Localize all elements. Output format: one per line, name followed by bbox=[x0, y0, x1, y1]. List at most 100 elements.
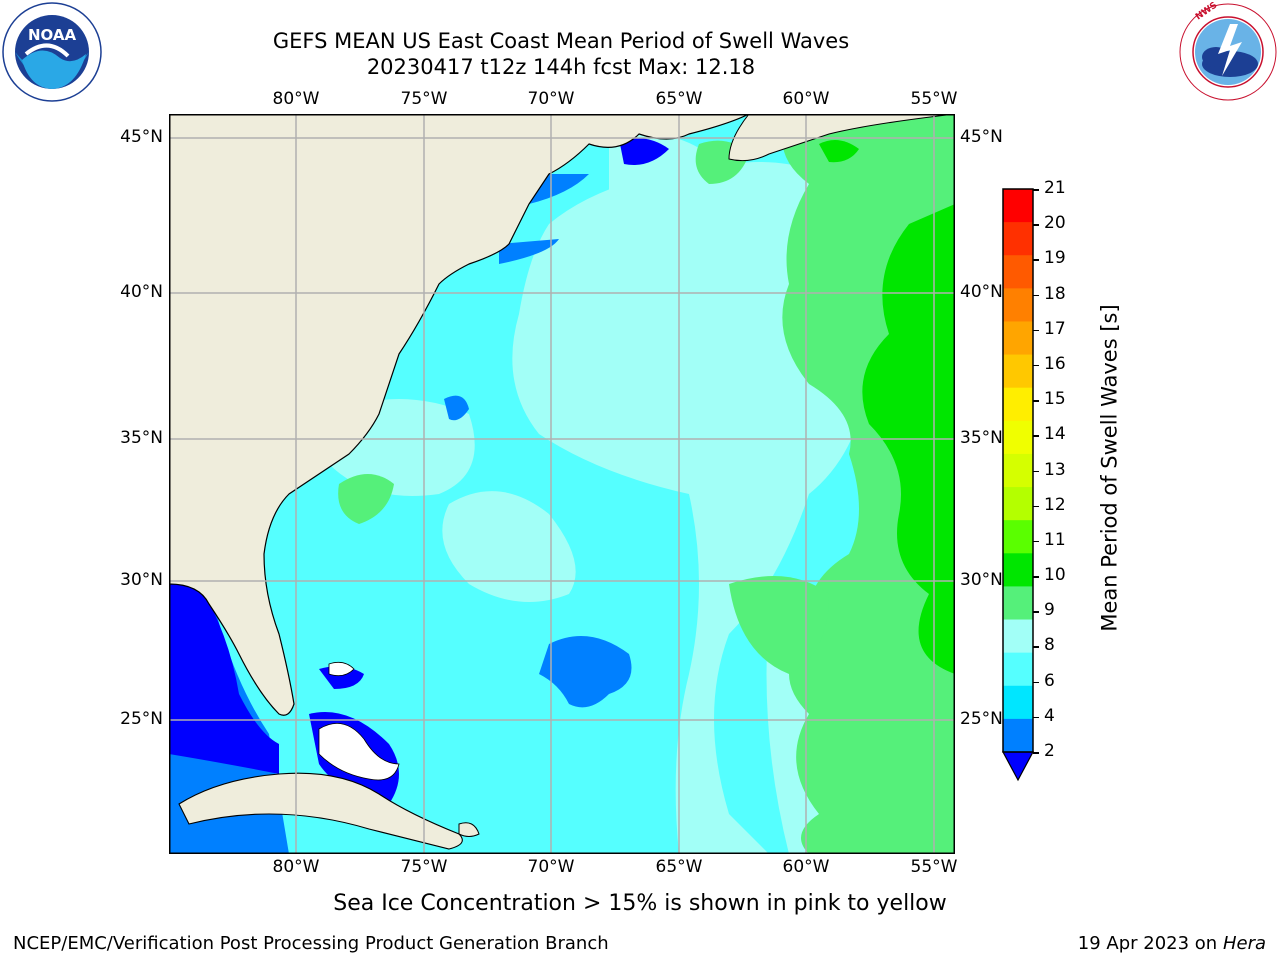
colorbar-extend-arrow bbox=[1001, 751, 1035, 782]
colorbar-tick-label: 10 bbox=[1044, 565, 1066, 586]
colorbar-title: Mean Period of Swell Waves [s] bbox=[1098, 303, 1123, 632]
lon-tick-bottom: 70°W bbox=[527, 857, 575, 877]
lat-tick-left: 40°N bbox=[120, 282, 163, 302]
swell-region-4-6s bbox=[444, 395, 469, 421]
colorbar-tick-label: 9 bbox=[1044, 600, 1055, 621]
lat-tick-right: 30°N bbox=[960, 570, 1003, 590]
lat-tick-right: 35°N bbox=[960, 428, 1003, 448]
colorbar-tick-label: 18 bbox=[1044, 283, 1066, 304]
colorbar-tick-mark bbox=[1033, 646, 1039, 648]
land-bahamas bbox=[328, 661, 355, 677]
lon-tick-bottom: 55°W bbox=[910, 857, 958, 877]
colorbar-segment bbox=[1003, 685, 1033, 720]
colorbar-tick-mark bbox=[1033, 400, 1039, 402]
colorbar-tick-mark bbox=[1033, 294, 1039, 297]
lon-tick-top: 80°W bbox=[272, 89, 320, 109]
lat-tick-right: 40°N bbox=[960, 282, 1003, 302]
lon-tick-bottom: 60°W bbox=[782, 857, 830, 877]
lat-tick-left: 25°N bbox=[120, 709, 163, 729]
colorbar-tick-label: 14 bbox=[1044, 424, 1066, 445]
nws-logo-icon: NWS bbox=[1179, 2, 1277, 101]
colorbar-tick-mark bbox=[1033, 224, 1039, 226]
land-nova-scotia bbox=[728, 114, 955, 162]
swell-region-8-9s bbox=[442, 491, 576, 602]
colorbar-tick-label: 8 bbox=[1044, 635, 1055, 656]
colorbar-tick-mark bbox=[1033, 189, 1039, 191]
lon-tick-top: 55°W bbox=[910, 89, 958, 109]
colorbar-segment bbox=[1003, 619, 1033, 654]
footer-date-text: 19 Apr 2023 on bbox=[1077, 933, 1218, 954]
land-us-east-coast bbox=[169, 114, 750, 716]
swell-region-below-2s bbox=[619, 137, 669, 165]
swell-region-10-11s bbox=[819, 140, 859, 163]
swell-region-8-9s bbox=[512, 162, 869, 854]
land-bahamas bbox=[318, 722, 400, 781]
colorbar-segment bbox=[1003, 586, 1033, 621]
colorbar-tick-label: 20 bbox=[1044, 213, 1066, 234]
colorbar-tick-mark bbox=[1033, 576, 1039, 578]
colorbar bbox=[1001, 188, 1035, 782]
colorbar-tick-mark bbox=[1033, 505, 1039, 508]
lon-tick-top: 75°W bbox=[400, 89, 448, 109]
lon-tick-bottom: 80°W bbox=[272, 857, 320, 877]
swell-region-9-10s bbox=[338, 474, 394, 524]
land-hispaniola bbox=[458, 822, 480, 837]
lat-tick-left: 35°N bbox=[120, 428, 163, 448]
colorbar-tick-mark bbox=[1033, 716, 1039, 719]
swell-region-below-2s bbox=[169, 584, 279, 774]
colorbar-segment bbox=[1003, 354, 1033, 389]
colorbar-segment bbox=[1003, 718, 1033, 753]
colorbar-tick-mark bbox=[1033, 364, 1039, 367]
colorbar-segment bbox=[1003, 222, 1033, 256]
land-cuba bbox=[178, 772, 463, 850]
colorbar-segment bbox=[1003, 453, 1033, 488]
colorbar-segment bbox=[1003, 652, 1033, 687]
colorbar-tick-label: 15 bbox=[1044, 389, 1066, 410]
colorbar-segment bbox=[1003, 189, 1033, 223]
lat-tick-right: 45°N bbox=[960, 127, 1003, 147]
colorbar-tick-mark bbox=[1033, 329, 1039, 332]
colorbar-segment bbox=[1003, 387, 1033, 422]
colorbar-tick-mark bbox=[1033, 611, 1039, 613]
colorbar-tick-label: 4 bbox=[1044, 705, 1055, 726]
footer-org: NCEP/EMC/Verification Post Processing Pr… bbox=[13, 933, 609, 954]
lon-tick-top: 65°W bbox=[655, 89, 703, 109]
sea-ice-caption: Sea Ice Concentration > 15% is shown in … bbox=[0, 891, 1280, 916]
colorbar-tick-mark bbox=[1033, 540, 1039, 543]
colorbar-tick-label: 2 bbox=[1044, 741, 1055, 761]
colorbar-segment bbox=[1003, 487, 1033, 521]
map-frame bbox=[169, 114, 955, 854]
noaa-logo-icon: NOAA bbox=[2, 2, 102, 102]
lat-tick-right: 25°N bbox=[960, 709, 1003, 729]
colorbar-tick-label: 11 bbox=[1044, 529, 1066, 550]
colorbar-segment bbox=[1003, 553, 1033, 587]
graticule bbox=[169, 114, 955, 854]
footer-machine: Hera bbox=[1222, 933, 1266, 954]
lat-tick-left: 45°N bbox=[120, 127, 163, 147]
lon-tick-top: 60°W bbox=[782, 89, 830, 109]
colorbar-tick-mark bbox=[1033, 681, 1039, 684]
chart-title: GEFS MEAN US East Coast Mean Period of S… bbox=[272, 29, 850, 53]
colorbar-tick-label: 16 bbox=[1044, 353, 1066, 374]
colorbar-segment bbox=[1003, 321, 1033, 356]
chart-subtitle: 20230417 t12z 144h fcst Max: 12.18 bbox=[366, 55, 756, 79]
colorbar-tick-label: 13 bbox=[1044, 459, 1066, 480]
lon-tick-bottom: 65°W bbox=[655, 857, 703, 877]
colorbar-tick-mark bbox=[1033, 752, 1039, 754]
lon-tick-bottom: 75°W bbox=[400, 857, 448, 877]
colorbar-tick-label: 21 bbox=[1044, 178, 1066, 198]
sea-ice-caption-text: Sea Ice Concentration > 15% is shown in … bbox=[333, 891, 947, 916]
swell-region-4-6s bbox=[539, 636, 632, 708]
colorbar-tick-label: 6 bbox=[1044, 670, 1055, 691]
colorbar-tick-mark bbox=[1033, 470, 1039, 472]
colorbar-segment bbox=[1003, 255, 1033, 289]
colorbar-segment bbox=[1003, 288, 1033, 322]
colorbar-segment bbox=[1003, 420, 1033, 455]
colorbar-tick-mark bbox=[1033, 259, 1039, 261]
noaa-logo-text: NOAA bbox=[28, 26, 77, 44]
swell-region-9-10s bbox=[729, 576, 829, 674]
colorbar-tick-label: 19 bbox=[1044, 248, 1066, 269]
swell-region-4-6s bbox=[499, 239, 559, 264]
colorbar-segment bbox=[1003, 520, 1033, 554]
colorbar-labels: 21 20 19 18 17 16 15 14 13 12 11 10 9 8 6 4 2 bbox=[1033, 178, 1096, 786]
